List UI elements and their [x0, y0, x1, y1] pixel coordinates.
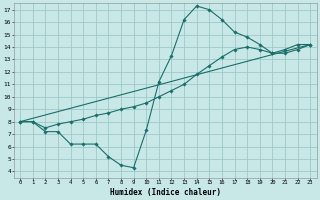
- X-axis label: Humidex (Indice chaleur): Humidex (Indice chaleur): [110, 188, 220, 197]
